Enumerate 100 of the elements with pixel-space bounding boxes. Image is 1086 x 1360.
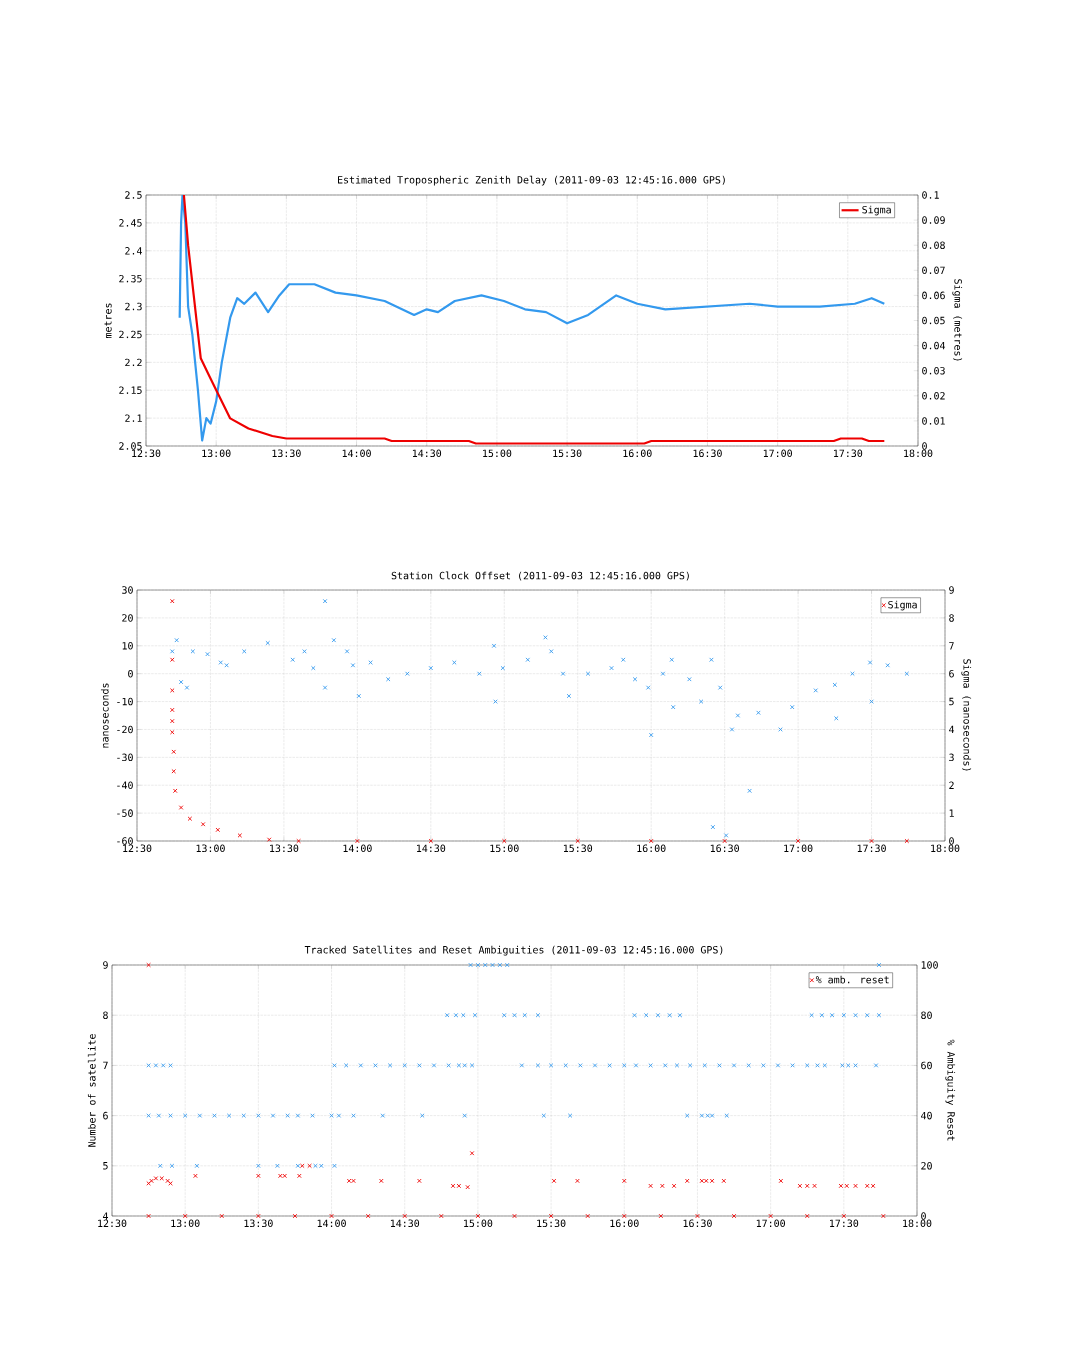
y2-tick-label: 0.07: [922, 266, 945, 275]
y-tick-label: 2.45: [119, 219, 142, 227]
y-axis-title: metres: [104, 303, 112, 338]
x-tick-label: 12:30: [98, 1219, 127, 1228]
x-tick-label: 13:30: [272, 449, 301, 458]
point: [171, 769, 177, 774]
y2-tick-label: 0.08: [922, 241, 945, 249]
x-tick-label: 15:30: [553, 449, 582, 458]
y-tick-label: -20: [117, 725, 133, 734]
x-tick-label: 17:00: [763, 449, 792, 458]
x-tick-label: 16:30: [693, 449, 722, 458]
y2-tick-label: 6: [949, 669, 954, 678]
x-tick-label: 12:30: [123, 844, 152, 853]
y-tick-label: 2.5: [125, 191, 142, 199]
x-tick-label: 14:30: [417, 844, 446, 853]
y2-tick-label: 4: [949, 725, 955, 734]
y-axis-title: Number of satellite: [87, 1034, 96, 1147]
y-tick-label: 2.4: [125, 247, 143, 255]
y2-tick-label: 2: [949, 781, 954, 789]
point: [904, 838, 910, 844]
legend-label: Sigma: [862, 205, 891, 216]
point: [795, 838, 801, 844]
y2-tick-label: 0.03: [922, 366, 945, 375]
point: [575, 838, 581, 844]
chart-title: Station Clock Offset (2011-09-03 12:45:16.000 GPS): [391, 571, 689, 581]
point: [869, 838, 874, 844]
point: [169, 598, 175, 604]
y-tick-label: -60: [117, 837, 133, 845]
y-tick-label: 2.05: [119, 442, 142, 450]
x-tick-label: 16:30: [683, 1219, 712, 1228]
chart-title: Tracked Satellites and Reset Ambiguities (2011-09-03 12:45:16.000 GPS): [304, 945, 723, 956]
x-tick-label: 15:30: [563, 844, 593, 853]
y-tick-label: 2.25: [119, 330, 142, 339]
y-tick-label: 2.1: [125, 414, 142, 422]
x-tick-label: 15:00: [464, 1219, 493, 1228]
point: [200, 822, 206, 827]
point: [648, 838, 654, 844]
y2-tick-label: 0.02: [922, 392, 945, 400]
y2-tick-label: 0.06: [922, 291, 945, 300]
point: [215, 827, 221, 833]
y-tick-label: -10: [117, 697, 133, 706]
y-tick-label: 20: [122, 614, 133, 622]
y-tick-label: 2.35: [119, 274, 142, 283]
y2-tick-label: 0.09: [922, 216, 945, 224]
legend-label: Sigma: [888, 600, 917, 611]
x-tick-label: 16:00: [623, 449, 652, 458]
point: [178, 805, 184, 810]
legend-label: % amb. reset: [815, 975, 889, 984]
x-tick-label: 13:30: [244, 1219, 273, 1228]
y2-tick-label: 0.01: [922, 417, 945, 425]
y2-tick-label: 9: [949, 586, 954, 594]
y2-tick-label: 0: [922, 442, 927, 450]
y-tick-label: 10: [122, 642, 133, 650]
y2-tick-label: 20: [921, 1162, 932, 1170]
x-tick-label: 14:00: [317, 1219, 346, 1228]
point: [169, 657, 175, 663]
x-tick-label: 14:00: [342, 449, 371, 458]
x-tick-label: 15:30: [537, 1219, 566, 1228]
point: [187, 816, 193, 821]
x-tick-label: 17:00: [784, 844, 813, 853]
y-tick-label: -40: [117, 781, 133, 789]
point: [355, 838, 360, 844]
x-tick-label: 13:00: [202, 449, 231, 458]
x-tick-label: 15:00: [490, 844, 519, 853]
y2-tick-label: 3: [949, 753, 954, 762]
y-tick-label: 5: [103, 1162, 108, 1170]
point: [266, 837, 272, 842]
point: [172, 788, 178, 794]
x-tick-label: 12:30: [132, 449, 161, 458]
y2-tick-label: 40: [921, 1111, 932, 1120]
y-tick-label: 30: [122, 586, 133, 594]
y-tick-label: 4: [102, 1212, 109, 1220]
y2-tick-label: 60: [921, 1061, 932, 1070]
x-tick-label: 16:00: [637, 844, 666, 853]
y-tick-label: 2.2: [125, 358, 142, 367]
y2-tick-label: 80: [921, 1011, 932, 1019]
y2-tick-label: 0: [921, 1212, 926, 1220]
x-tick-label: 16:30: [710, 844, 739, 853]
y-tick-label: 6: [103, 1111, 108, 1120]
y2-tick-label: 7: [949, 642, 954, 650]
x-tick-label: 13:00: [171, 1219, 200, 1228]
point: [722, 838, 727, 844]
y2-tick-label: 5: [949, 697, 954, 706]
y2-tick-label: 0: [949, 837, 954, 845]
y-tick-label: 7: [103, 1061, 108, 1070]
point: [171, 749, 177, 755]
y2-axis-title: Sigma (metres): [952, 279, 963, 361]
chart-title: Estimated Tropospheric Zenith Delay (2011-09-03 12:45:16.000 GPS): [338, 175, 725, 186]
y-tick-label: 2.15: [119, 386, 142, 394]
y2-tick-label: 100: [921, 961, 938, 969]
y2-tick-label: 0.04: [922, 341, 946, 350]
x-tick-label: 17:30: [830, 1219, 859, 1228]
point: [169, 729, 175, 735]
y-tick-label: 0: [128, 669, 133, 678]
x-tick-label: 18:00: [903, 1219, 932, 1228]
y2-tick-label: 0.05: [922, 316, 945, 325]
x-tick-label: 13:00: [196, 844, 225, 853]
y-axis-title: nanoseconds: [100, 683, 109, 748]
x-tick-label: 13:30: [270, 844, 299, 853]
y2-axis-title: % Ambiguity Reset: [945, 1039, 956, 1141]
